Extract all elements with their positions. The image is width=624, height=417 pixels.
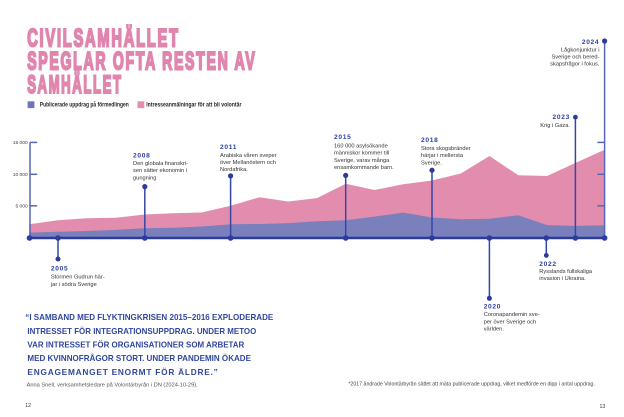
svg-text:Arabiska våren sveper: Arabiska våren sveper bbox=[220, 152, 277, 159]
svg-text:2018: 2018 bbox=[421, 137, 438, 144]
svg-text:per över Sverige och: per över Sverige och bbox=[484, 319, 536, 325]
svg-text:skapsfrågor i fokus.: skapsfrågor i fokus. bbox=[550, 60, 600, 67]
svg-text:människor kommer till: människor kommer till bbox=[334, 151, 389, 157]
svg-text:MED KVINNOFRÅGOR STORT. UNDER: MED KVINNOFRÅGOR STORT. UNDER PANDEMIN Ö… bbox=[27, 353, 251, 363]
svg-text:Coronapandemin sve-: Coronapandemin sve- bbox=[484, 312, 540, 318]
svg-text:13: 13 bbox=[600, 404, 606, 410]
svg-text:2020: 2020 bbox=[484, 304, 501, 311]
svg-text:15 000: 15 000 bbox=[13, 140, 28, 146]
svg-text:Den globala finanskri-: Den globala finanskri- bbox=[133, 161, 188, 167]
svg-text:*2017 ändrade Volontärbyrån sä: *2017 ändrade Volontärbyrån sättet att m… bbox=[348, 380, 595, 387]
svg-text:Lågkonjunktur i: Lågkonjunktur i bbox=[561, 46, 600, 53]
svg-text:Rysslands fullskaliga: Rysslands fullskaliga bbox=[539, 269, 593, 275]
svg-text:Krig i Gaza.: Krig i Gaza. bbox=[540, 123, 570, 129]
svg-text:jar i södra Sverige: jar i södra Sverige bbox=[50, 282, 97, 288]
svg-text:ensamkommande barn.: ensamkommande barn. bbox=[334, 165, 394, 171]
svg-text:5 000: 5 000 bbox=[15, 204, 28, 210]
svg-text:härjar i mellersta: härjar i mellersta bbox=[421, 153, 464, 159]
svg-text:Nordafrika.: Nordafrika. bbox=[220, 167, 248, 173]
svg-text:ENGAGEMANGET ENORMT FÖR ÄLDRE.: ENGAGEMANGET ENORMT FÖR ÄLDRE.” bbox=[27, 367, 217, 377]
svg-text:VAR INTRESSET FÖR ORGANISATION: VAR INTRESSET FÖR ORGANISATIONER SOM ARB… bbox=[27, 340, 244, 350]
svg-text:INTRESSET FÖR INTEGRATIONSUPPD: INTRESSET FÖR INTEGRATIONSUPPDRAG. UNDER… bbox=[27, 326, 256, 336]
svg-text:2024: 2024 bbox=[582, 39, 599, 46]
svg-text:Sverige.: Sverige. bbox=[421, 160, 442, 166]
svg-text:2023: 2023 bbox=[553, 114, 570, 121]
svg-text:Anna Snell, verksamhetsledare: Anna Snell, verksamhetsledare på Volontä… bbox=[27, 381, 198, 388]
svg-text:Sverige, varav många: Sverige, varav många bbox=[334, 157, 390, 164]
svg-text:2008: 2008 bbox=[133, 152, 150, 159]
svg-text:över Mellanöstern och: över Mellanöstern och bbox=[220, 160, 276, 166]
svg-text:SAMHÄLLET: SAMHÄLLET bbox=[27, 72, 122, 99]
svg-text:Sverige och bered-: Sverige och bered- bbox=[551, 54, 599, 60]
svg-text:2005: 2005 bbox=[51, 266, 68, 273]
svg-text:Stora skogsbränder: Stora skogsbränder bbox=[421, 146, 471, 152]
svg-text:2022: 2022 bbox=[539, 261, 556, 268]
svg-text:Stormen Gudrun här-: Stormen Gudrun här- bbox=[51, 275, 105, 281]
svg-text:sen sätter ekonomin i: sen sätter ekonomin i bbox=[133, 168, 187, 174]
svg-text:10 000: 10 000 bbox=[13, 172, 28, 178]
svg-text:2011: 2011 bbox=[220, 144, 237, 151]
svg-text:gungning: gungning bbox=[133, 175, 156, 181]
svg-text:SPEGLAR OFTA RESTEN AV: SPEGLAR OFTA RESTEN AV bbox=[27, 49, 256, 76]
svg-text:12: 12 bbox=[25, 403, 31, 409]
svg-text:invasion i Ukraina.: invasion i Ukraina. bbox=[539, 276, 586, 282]
svg-text:160 000 asylsökande: 160 000 asylsökande bbox=[334, 143, 388, 149]
svg-text:“I SAMBAND MED FLYKTINGKRISEN: “I SAMBAND MED FLYKTINGKRISEN 2015–2016 … bbox=[25, 312, 273, 322]
svg-text:Intresseanmälningar för att bl: Intresseanmälningar för att bli volontär bbox=[146, 103, 242, 109]
svg-text:Publicerade uppdrag på förmedl: Publicerade uppdrag på förmedlingen bbox=[40, 102, 129, 109]
svg-text:världen.: världen. bbox=[484, 327, 505, 333]
svg-text:CIVILSAMHÄLLET: CIVILSAMHÄLLET bbox=[27, 26, 180, 53]
svg-text:2015: 2015 bbox=[334, 134, 351, 141]
